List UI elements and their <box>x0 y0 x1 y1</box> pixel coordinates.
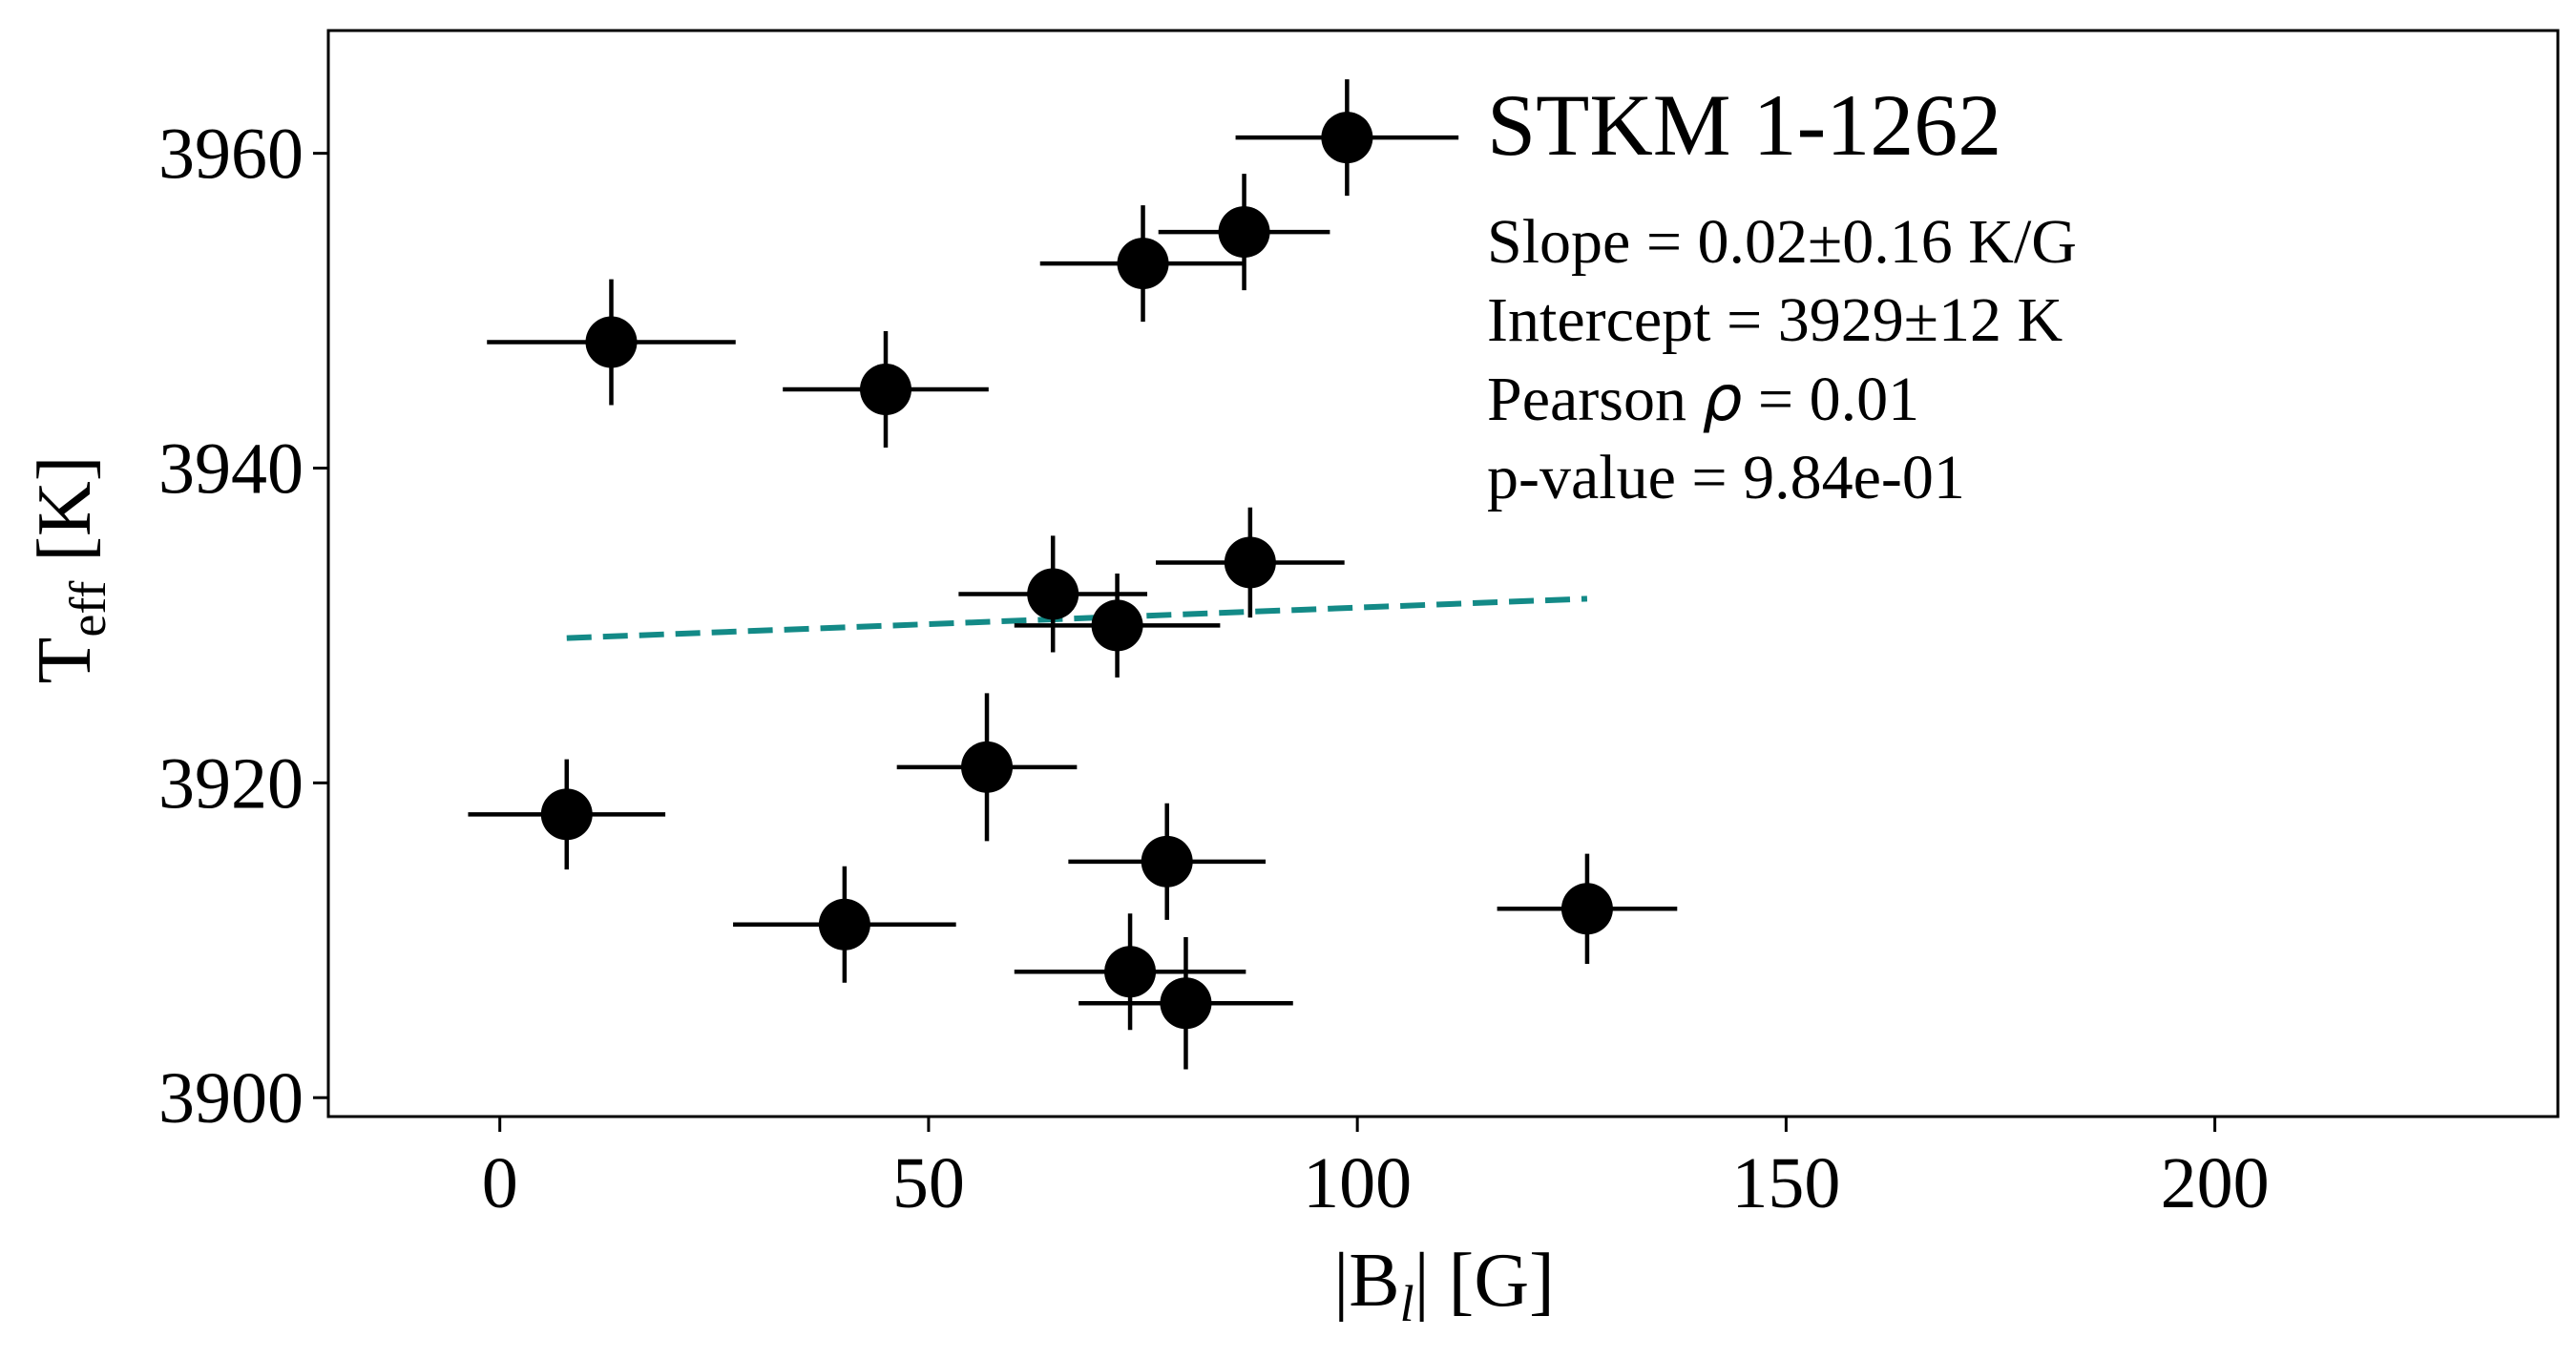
x-axis-label-sub: l <box>1400 1275 1414 1332</box>
point-marker <box>1117 238 1169 290</box>
slope-annotation: Slope = 0.02±0.16 K/G <box>1487 207 2077 277</box>
point-marker <box>961 741 1014 793</box>
axes: 0 50 100 150 200 3900 3920 3940 3960 <box>158 29 2560 1223</box>
pvalue-annotation: p-value = 9.84e-01 <box>1487 443 1965 512</box>
pearson-rho: ρ <box>1702 362 1742 435</box>
y-axis-label-tail: [K] <box>23 456 107 581</box>
data-point <box>1079 936 1293 1070</box>
point-marker <box>1321 112 1373 164</box>
y-axis-label-sub: eff <box>59 581 116 637</box>
fit-line-group <box>566 595 1588 641</box>
fit-line <box>566 595 1588 641</box>
data-points <box>468 79 1678 1070</box>
x-axis-label-main: |B <box>1333 1239 1399 1323</box>
point-marker <box>585 316 638 368</box>
x-tick-label: 150 <box>1731 1143 1840 1223</box>
y-tick-label: 3940 <box>158 428 304 509</box>
data-point <box>487 279 736 406</box>
data-point <box>1158 174 1330 291</box>
point-marker <box>1224 536 1276 589</box>
point-marker <box>1160 977 1212 1030</box>
plot-frame <box>326 29 2560 1118</box>
data-point <box>1014 913 1246 1031</box>
data-point <box>1156 507 1345 618</box>
data-point <box>1068 803 1267 920</box>
point-marker <box>1104 946 1157 998</box>
chart-title: STKM 1-1262 <box>1487 76 2001 174</box>
data-point <box>1039 205 1246 323</box>
y-axis-label-main: T <box>23 637 107 684</box>
intercept-annotation: Intercept = 3929±12 K <box>1487 285 2063 355</box>
point-marker <box>818 898 870 951</box>
y-axis-label: Teff [K] <box>23 456 116 684</box>
point-marker <box>860 364 911 416</box>
data-point <box>783 331 989 449</box>
point-marker <box>540 788 593 841</box>
x-tick-label: 100 <box>1303 1143 1412 1223</box>
y-tick-label: 3900 <box>158 1058 304 1139</box>
data-point <box>733 866 956 983</box>
x-tick-label: 200 <box>2161 1143 2270 1223</box>
data-point <box>1014 574 1221 678</box>
x-tick-label: 50 <box>892 1143 965 1223</box>
pearson-value: = 0.01 <box>1742 365 1919 434</box>
data-point <box>896 693 1078 842</box>
pearson-annotation: Pearson ρ = 0.01 <box>1487 362 1919 435</box>
y-tick-label: 3960 <box>158 115 304 195</box>
data-point <box>958 535 1148 653</box>
data-point <box>1235 79 1459 197</box>
point-marker <box>1560 883 1613 935</box>
point-marker <box>1218 206 1270 259</box>
y-tick-label: 3920 <box>158 743 304 824</box>
data-point <box>1497 853 1678 965</box>
point-marker <box>1141 835 1193 888</box>
pearson-prefix: Pearson <box>1487 365 1702 434</box>
point-marker <box>1091 599 1143 652</box>
x-axis-label-tail: | [G] <box>1414 1239 1555 1323</box>
data-point <box>468 759 666 870</box>
x-axis-label: |Bl| [G] <box>1333 1239 1554 1332</box>
x-tick-label: 0 <box>482 1143 518 1223</box>
point-marker <box>1027 568 1079 620</box>
